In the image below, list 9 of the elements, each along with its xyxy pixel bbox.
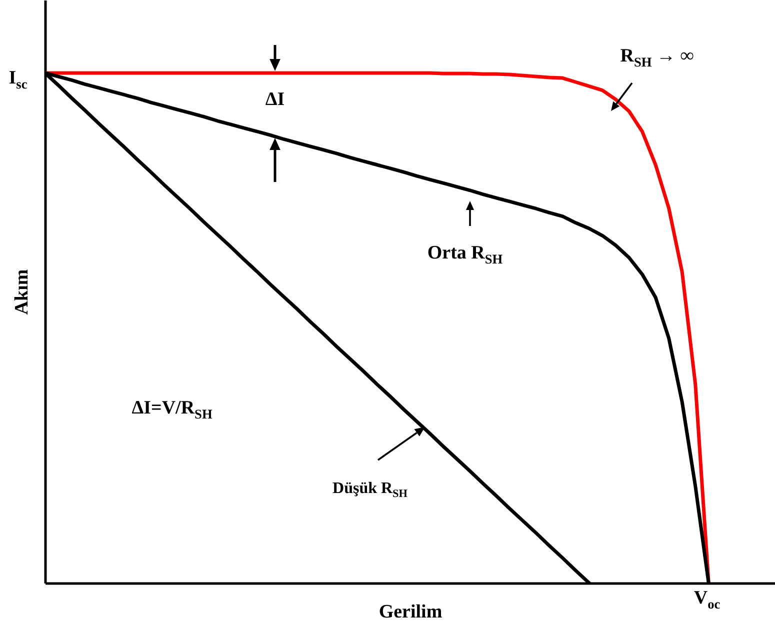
text: I$_{sc}$ <box>8 68 28 92</box>
annotation: ΔI=V/R$_{SH}$ <box>132 398 212 422</box>
y-axis-title: Akım <box>12 269 32 315</box>
annotation: ΔI <box>265 89 285 111</box>
x-axis-title: Gerilim <box>378 602 442 622</box>
annotation: Orta R$_{SH}$ <box>427 242 503 268</box>
text: R$_{SH}$ → ∞ <box>620 46 694 70</box>
annotation: Düşük R$_{SH}$ <box>332 480 408 500</box>
text: V$_{oc}$ <box>694 588 720 612</box>
